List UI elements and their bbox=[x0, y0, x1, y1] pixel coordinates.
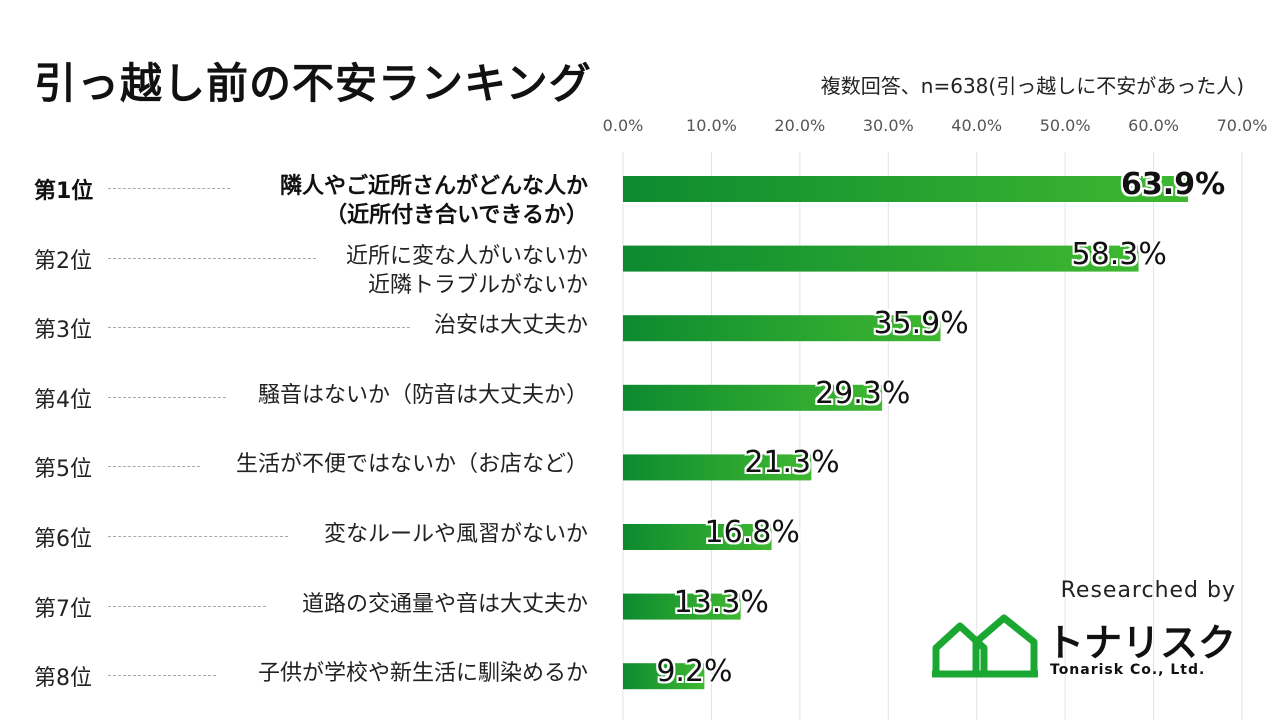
leader-line bbox=[108, 466, 200, 468]
category-line: 隣人やご近所さんがどんな人か bbox=[279, 174, 588, 199]
bar bbox=[623, 315, 941, 342]
data-label: 13.3% bbox=[673, 584, 769, 620]
category-line: （近所付き合いできるか） bbox=[325, 203, 588, 228]
data-label: 29.3% bbox=[815, 375, 911, 411]
chart-title: 引っ越し前の不安ランキング bbox=[34, 59, 592, 108]
leader-line bbox=[108, 188, 230, 189]
x-tick-label: 40.0% bbox=[951, 116, 1003, 135]
x-tick-label: 50.0% bbox=[1039, 116, 1091, 135]
category-label: 道路の交通量や音は大丈夫か bbox=[302, 590, 588, 619]
logo-name: トナリスク bbox=[1046, 621, 1237, 665]
x-tick-label: 30.0% bbox=[862, 116, 914, 135]
bar bbox=[623, 245, 1139, 272]
category-line: 騒音はないか（防音は大丈夫か） bbox=[257, 382, 588, 408]
rank-label: 第4位 bbox=[34, 387, 92, 413]
x-tick-label: 60.0% bbox=[1128, 116, 1179, 135]
leader-line bbox=[108, 536, 288, 537]
bar bbox=[623, 593, 741, 620]
researched-by: Researched by bbox=[1060, 578, 1236, 603]
leader-line bbox=[108, 605, 266, 607]
house-outline-icon bbox=[932, 614, 1038, 678]
rank-label: 第1位 bbox=[34, 179, 94, 204]
rank-label: 第2位 bbox=[34, 248, 92, 274]
sample-note: 複数回答、n=638(引っ越しに不安があった人) bbox=[820, 74, 1244, 98]
category-label: 生活が不便ではないか（お店など） bbox=[236, 450, 588, 479]
rank-label: 第3位 bbox=[34, 318, 92, 344]
logo-subtitle: Tonarisk Co., Ltd. bbox=[1050, 662, 1206, 678]
category-label: 子供が学校や新生活に馴染めるか bbox=[258, 659, 588, 688]
category-line: 変なルールや風習がないか bbox=[323, 522, 588, 547]
data-label: 63.9% bbox=[1121, 167, 1226, 202]
bar bbox=[623, 524, 772, 550]
rank-label: 第8位 bbox=[34, 666, 92, 692]
category-label: 変なルールや風習がないか bbox=[324, 520, 588, 549]
category-line: 近隣トラブルがないか bbox=[367, 272, 588, 298]
rank-label: 第6位 bbox=[34, 527, 92, 552]
x-tick-label: 70.0% bbox=[1216, 116, 1268, 135]
category-label: 近所に変な人がいないか近隣トラブルがないか bbox=[346, 242, 588, 300]
rank-label: 第5位 bbox=[34, 457, 92, 483]
bar bbox=[623, 454, 812, 481]
x-tick-label: 20.0% bbox=[774, 116, 826, 135]
x-tick-label: 10.0% bbox=[686, 116, 737, 135]
bar bbox=[623, 663, 705, 690]
leader-line bbox=[108, 327, 410, 329]
data-label: 9.2% bbox=[656, 654, 733, 690]
category-line: 道路の交通量や音は大丈夫か bbox=[301, 591, 588, 617]
bar bbox=[623, 384, 883, 411]
data-label: 58.3% bbox=[1071, 236, 1167, 272]
category-label: 騒音はないか（防音は大丈夫か） bbox=[258, 381, 588, 410]
category-label: 隣人やご近所さんがどんな人か （近所付き合いできるか） bbox=[280, 172, 588, 230]
category-line: 子供が学校や新生活に馴染めるか bbox=[257, 661, 588, 687]
category-line: 生活が不便ではないか（お店など） bbox=[235, 452, 588, 478]
leader-line bbox=[108, 675, 216, 677]
data-label: 21.3% bbox=[744, 445, 840, 481]
x-tick-label: 0.0% bbox=[602, 116, 644, 135]
data-label: 16.8% bbox=[704, 515, 800, 550]
rank-label: 第7位 bbox=[34, 596, 92, 622]
data-label: 35.9% bbox=[873, 306, 969, 342]
category-line: 治安は大丈夫か bbox=[433, 313, 588, 339]
leader-line bbox=[108, 257, 316, 259]
leader-line bbox=[108, 396, 226, 398]
category-line: 近所に変な人がいないか bbox=[345, 243, 588, 269]
bar bbox=[623, 176, 1189, 202]
category-label: 治安は大丈夫か bbox=[434, 311, 588, 340]
